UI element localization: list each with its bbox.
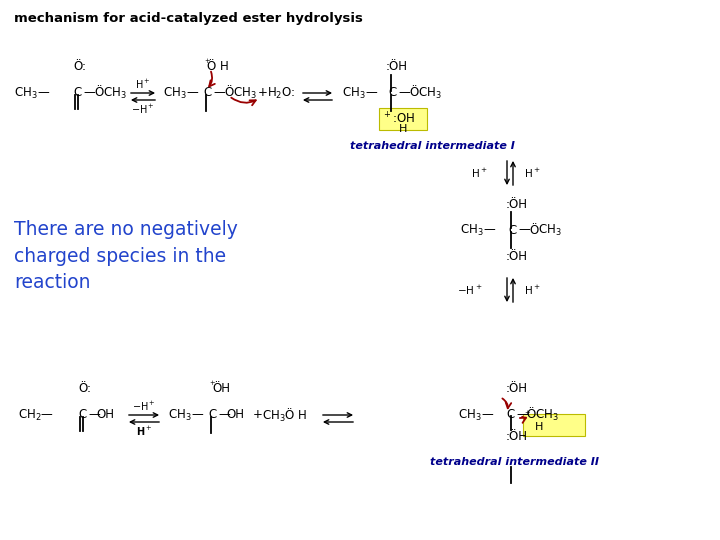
Text: H$^+$: H$^+$: [472, 166, 488, 179]
Text: CH$_3$: CH$_3$: [233, 85, 257, 100]
Text: CH$_3$: CH$_3$: [342, 85, 366, 100]
Text: C: C: [73, 86, 81, 99]
FancyBboxPatch shape: [379, 108, 427, 130]
Text: Ö:: Ö:: [73, 60, 86, 73]
Text: CH$_3$: CH$_3$: [538, 222, 562, 238]
Text: Ö: Ö: [529, 224, 539, 237]
Text: CH$_3$: CH$_3$: [458, 408, 482, 422]
Text: tetrahedral intermediate II: tetrahedral intermediate II: [430, 457, 599, 467]
Text: —: —: [518, 224, 530, 237]
Text: $^+$: $^+$: [523, 410, 531, 420]
Text: CH$_3$: CH$_3$: [535, 408, 559, 422]
Text: CH$_3$: CH$_3$: [163, 85, 186, 100]
Text: CH$_3$: CH$_3$: [168, 408, 192, 422]
Text: —: —: [516, 408, 528, 422]
Text: C: C: [78, 408, 86, 422]
Text: —: —: [191, 408, 203, 422]
Text: $^+$: $^+$: [203, 58, 211, 68]
Text: $^+$:OH: $^+$:OH: [382, 111, 415, 127]
Text: :ÖH: :ÖH: [506, 249, 528, 262]
Text: There are no negatively
charged species in the
reaction: There are no negatively charged species …: [14, 220, 238, 292]
Text: —: —: [37, 86, 49, 99]
Text: H$^+$: H$^+$: [524, 284, 541, 296]
Text: Ö H: Ö H: [207, 60, 229, 73]
Text: tetrahedral intermediate I: tetrahedral intermediate I: [350, 141, 515, 151]
Text: —: —: [88, 408, 100, 422]
Text: H: H: [399, 124, 408, 134]
Text: —: —: [186, 86, 198, 99]
Text: Ö: Ö: [224, 86, 233, 99]
Text: Ö:: Ö:: [78, 382, 91, 395]
Text: H$^+$: H$^+$: [524, 166, 541, 179]
Text: —: —: [483, 224, 495, 237]
Text: —: —: [83, 86, 95, 99]
Text: +: +: [253, 408, 263, 422]
Text: ÖH: ÖH: [212, 382, 230, 395]
FancyBboxPatch shape: [523, 414, 585, 436]
Text: −H$^+$: −H$^+$: [456, 284, 482, 296]
Text: :ÖH: :ÖH: [506, 429, 528, 442]
Text: H$^+$: H$^+$: [135, 77, 150, 91]
Text: —: —: [40, 408, 52, 422]
Text: —: —: [398, 86, 410, 99]
Text: −H$^+$: −H$^+$: [132, 400, 156, 413]
Text: $^+$: $^+$: [208, 380, 216, 390]
Text: —: —: [218, 408, 230, 422]
Text: CH$_3$: CH$_3$: [103, 85, 127, 100]
Text: C: C: [388, 86, 396, 99]
Text: C: C: [506, 408, 514, 422]
Text: OH: OH: [96, 408, 114, 422]
Text: H$_2$O:: H$_2$O:: [267, 85, 295, 100]
Text: —: —: [213, 86, 225, 99]
Text: H: H: [535, 422, 544, 432]
Text: H$^+$: H$^+$: [136, 424, 152, 437]
Text: C: C: [203, 86, 211, 99]
Text: CH$_2$: CH$_2$: [18, 408, 42, 422]
Text: :ÖH: :ÖH: [506, 198, 528, 211]
Text: CH$_3$: CH$_3$: [14, 85, 37, 100]
Text: C: C: [508, 224, 516, 237]
Text: CH$_3$: CH$_3$: [418, 85, 441, 100]
Text: mechanism for acid-catalyzed ester hydrolysis: mechanism for acid-catalyzed ester hydro…: [14, 12, 363, 25]
Text: C: C: [208, 408, 216, 422]
Text: —: —: [481, 408, 492, 422]
Text: CH$_3$: CH$_3$: [460, 222, 484, 238]
Text: Ö: Ö: [94, 86, 103, 99]
Text: OH: OH: [226, 408, 244, 422]
Text: −H$^+$: −H$^+$: [131, 103, 155, 116]
Text: Ö: Ö: [409, 86, 418, 99]
Text: +: +: [258, 86, 268, 99]
Text: CH$_3$Ö H: CH$_3$Ö H: [262, 407, 307, 423]
Text: :ÖH: :ÖH: [386, 60, 408, 73]
Text: Ö: Ö: [526, 408, 535, 422]
Text: :ÖH: :ÖH: [506, 382, 528, 395]
Text: —: —: [365, 86, 377, 99]
